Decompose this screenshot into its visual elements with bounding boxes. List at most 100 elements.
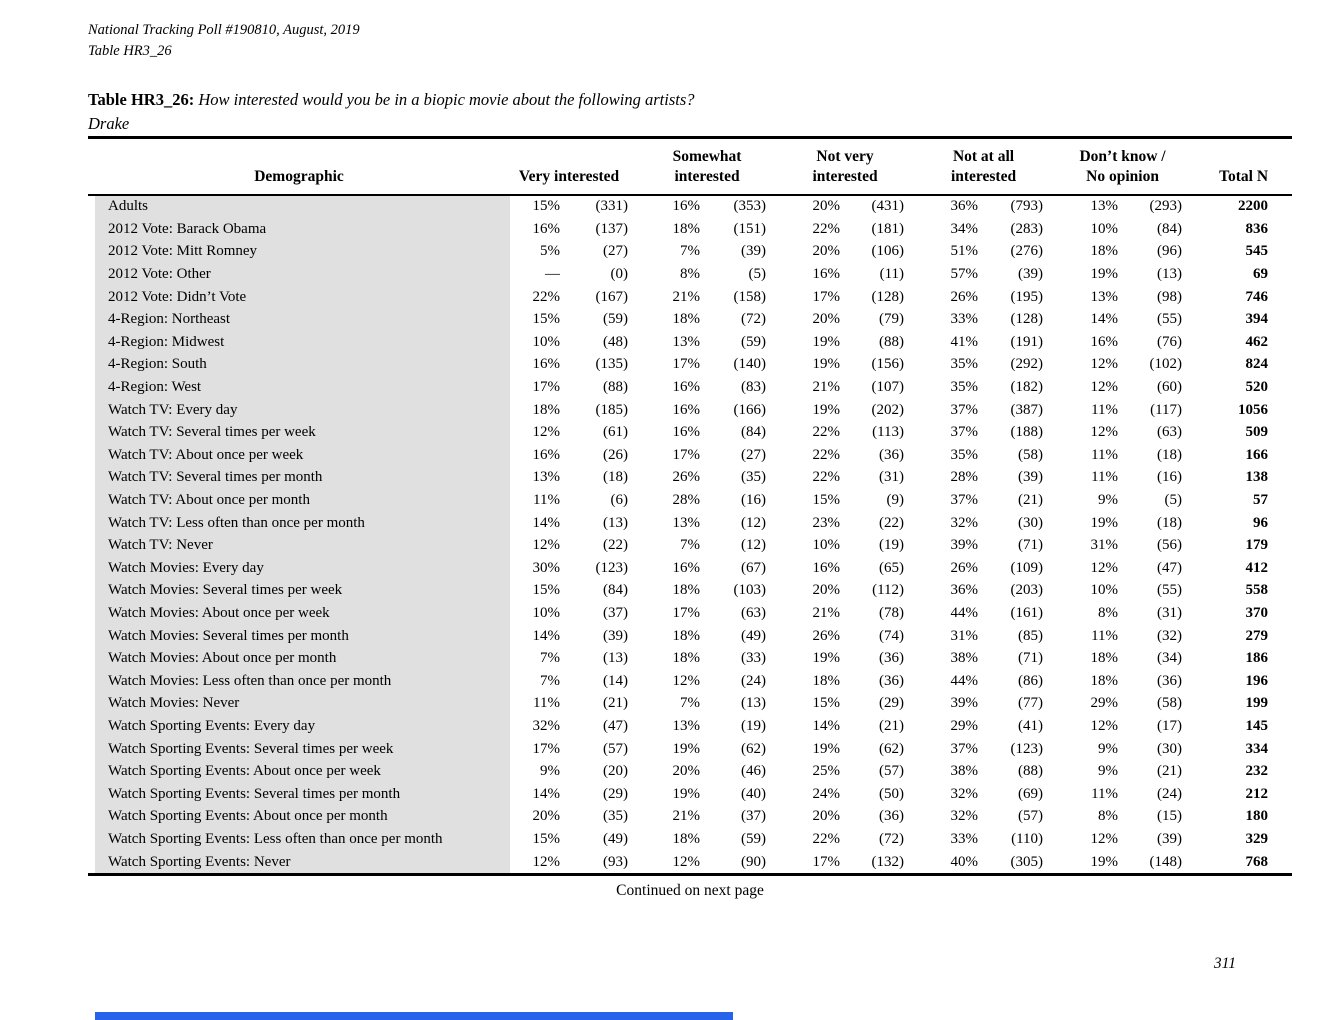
count-cell: (62) [741,740,767,757]
row-label: Watch Movies: About once per week [88,602,510,625]
percent-cell: 21% [672,808,701,825]
percent-cell: 39% [950,695,979,712]
count-cell: (36) [879,446,905,463]
percent-cell: 35% [950,379,979,396]
percent-cell: 15% [812,492,841,509]
count-cell: (39) [741,243,767,260]
count-cell: (93) [603,853,629,870]
row-label: 2012 Vote: Barack Obama [88,218,510,241]
count-cell: (57) [603,740,629,757]
total-n-cell: 138 [1245,469,1269,486]
table-row: Watch Movies: Several times per month 14%… [88,624,1292,648]
count-cell: (117) [1150,401,1183,418]
table-row: Watch Movies: Every day 30% (123) 16% (67) 16… [88,557,1292,580]
row-label: Watch Sporting Events: Every day [88,715,510,738]
total-n-cell: 558 [1245,582,1269,599]
table-row: Watch TV: Several times per week 12% (61) 1… [88,421,1292,445]
count-cell: (77) [1018,695,1044,712]
table-row: Watch Sporting Events: Less often than o… [88,828,1292,851]
count-cell: (46) [741,763,767,780]
count-cell: (98) [1157,288,1183,305]
count-cell: (69) [1018,785,1044,802]
count-cell: (84) [741,424,767,441]
percent-cell: 37% [950,740,979,757]
percent-cell: 12% [672,672,701,689]
table-row: 2012 Vote: Barack Obama 16% (137) 18% (151) 2… [88,218,1292,241]
count-cell: (11) [879,266,905,283]
count-cell: (283) [1010,220,1044,237]
poll-id-line: National Tracking Poll #190810, August, … [88,22,360,38]
percent-cell: 12% [1090,356,1119,373]
count-cell: (62) [879,740,905,757]
count-cell: (57) [879,763,905,780]
percent-cell: 36% [950,582,979,599]
total-n-cell: 180 [1245,808,1269,825]
percent-cell: 17% [532,740,561,757]
percent-cell: 20% [812,311,841,328]
percent-cell: 37% [950,492,979,509]
percent-cell: 24% [812,785,841,802]
row-label: 4-Region: Midwest [88,331,510,354]
count-cell: (85) [1018,627,1044,644]
percent-cell: 18% [532,401,561,418]
table-title-label: Table HR3_26: [88,90,195,109]
count-cell: (21) [603,695,629,712]
table-ref-line: Table HR3_26 [88,43,172,59]
row-label: 2012 Vote: Didn’t Vote [88,285,510,309]
bottom-blue-bar [95,1012,733,1020]
table-row: 2012 Vote: Other — (0) 8% (5) 16% (11) 57% (39) 1… [88,263,1292,286]
count-cell: (305) [1010,853,1044,870]
table-title-line: Table HR3_26: How interested would you b… [88,88,695,112]
total-n-cell: 166 [1245,446,1269,463]
percent-cell: 23% [812,514,841,531]
table-row: Watch TV: Never 12% (22) 7% (12) 10% (19) 39% (7… [88,534,1292,557]
percent-cell: 19% [812,333,841,350]
table-row: Watch Movies: About once per week 10% (37)… [88,602,1292,625]
percent-cell: 11% [1091,401,1119,418]
percent-cell: 7% [540,672,560,689]
row-label: Watch Movies: Less often than once per m… [88,669,510,693]
percent-cell: 22% [812,424,841,441]
count-cell: (74) [879,627,905,644]
table-row: 2012 Vote: Mitt Romney 5% (27) 7% (39) 20% (10… [88,240,1292,264]
percent-cell: 44% [950,604,979,621]
count-cell: (202) [871,401,905,418]
percent-cell: 35% [950,356,979,373]
row-label: Watch Movies: About once per month [88,647,510,670]
percent-cell: 20% [812,243,841,260]
count-cell: (65) [879,559,905,576]
count-cell: (13) [1157,266,1183,283]
percent-cell: 7% [680,537,701,554]
percent-cell: 11% [533,492,560,509]
count-cell: (88) [603,379,629,396]
total-n-cell: 329 [1245,830,1269,847]
table-row: 4-Region: Northeast 15% (59) 18% (72) 20% (79)… [88,308,1292,332]
table-row: Watch Movies: Never 11% (21) 7% (13) 15% (29) 3… [88,692,1292,716]
row-label: 4-Region: South [88,353,510,377]
count-cell: (19) [879,537,905,554]
table-row: Watch TV: Every day 18% (185) 16% (166) 19% (2… [88,398,1292,422]
percent-cell: 13% [1090,288,1119,305]
percent-cell: 10% [532,333,561,350]
count-cell: (71) [1018,650,1044,667]
count-cell: (24) [1157,785,1183,802]
percent-cell: 11% [1091,446,1119,463]
percent-cell: 22% [812,446,841,463]
percent-cell: 13% [532,469,561,486]
percent-cell: 18% [1090,243,1119,260]
count-cell: (58) [1018,446,1044,463]
percent-cell: 36% [950,198,979,215]
percent-cell: 16% [672,379,701,396]
percent-cell: 32% [950,808,979,825]
percent-cell: 44% [950,672,979,689]
total-n-cell: 394 [1245,311,1269,328]
percent-cell: 13% [672,333,701,350]
percent-cell: 16% [1090,333,1119,350]
count-cell: (151) [733,220,767,237]
percent-cell: 12% [1090,424,1119,441]
percent-cell: 11% [1091,785,1119,802]
percent-cell: 10% [1090,220,1119,237]
table-row: 2012 Vote: Didn’t Vote 22% (167) 21% (158) 17… [88,285,1292,309]
count-cell: (22) [603,537,629,554]
percent-cell: 13% [672,514,701,531]
